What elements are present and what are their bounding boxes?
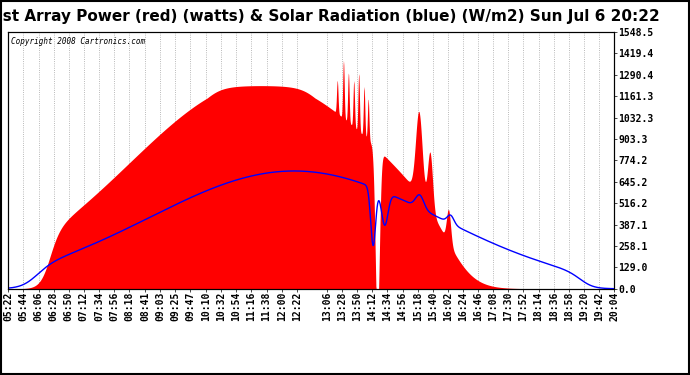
Text: West Array Power (red) (watts) & Solar Radiation (blue) (W/m2) Sun Jul 6 20:22: West Array Power (red) (watts) & Solar R… [0, 9, 659, 24]
Text: Copyright 2008 Cartronics.com: Copyright 2008 Cartronics.com [11, 37, 146, 46]
